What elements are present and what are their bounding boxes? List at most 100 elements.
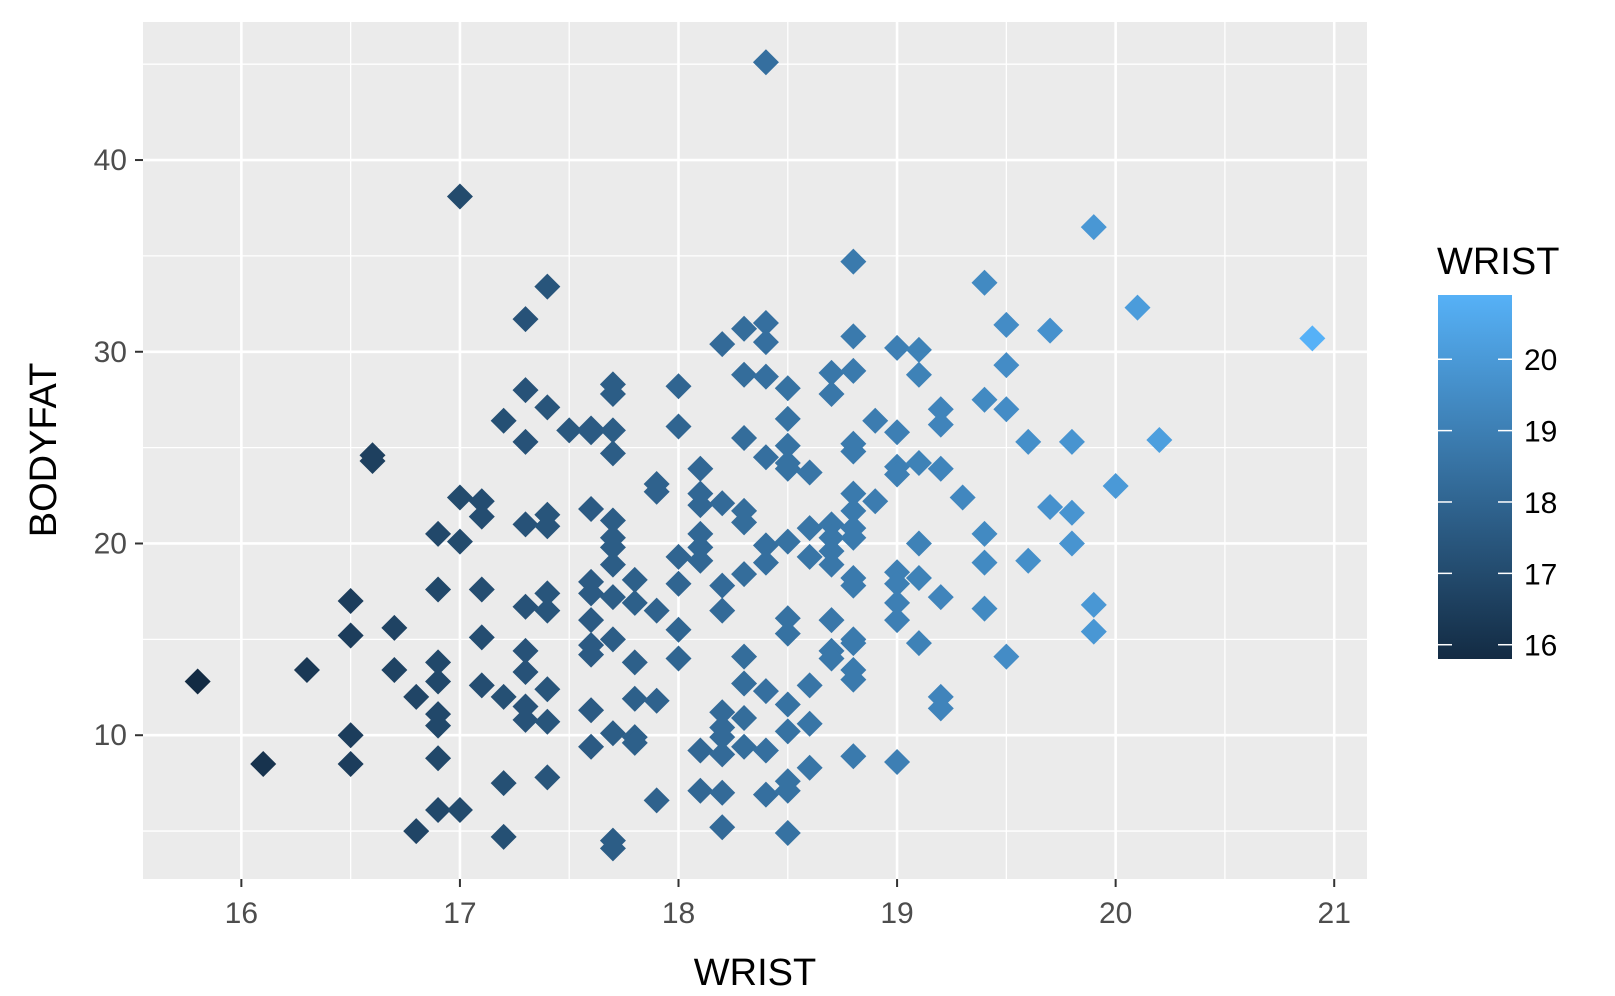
data-point	[884, 419, 911, 446]
data-point	[578, 697, 605, 724]
data-point	[840, 630, 867, 657]
x-axis-title: WRIST	[694, 952, 816, 994]
data-point	[709, 741, 736, 768]
data-point	[578, 580, 605, 607]
data-point	[687, 777, 714, 804]
data-point	[512, 706, 539, 733]
data-point	[774, 455, 801, 482]
legend-label: 20	[1524, 344, 1557, 377]
x-tick-label: 17	[443, 897, 476, 930]
data-point	[381, 614, 408, 641]
data-point	[1015, 428, 1042, 455]
data-point	[687, 492, 714, 519]
data-point	[534, 676, 561, 703]
data-point	[796, 710, 823, 737]
legend-ticks: 16 17 18 19 20	[1438, 344, 1557, 663]
data-point	[621, 729, 648, 756]
data-point	[971, 386, 998, 413]
x-tick-label: 21	[1318, 897, 1351, 930]
data-point	[752, 310, 779, 337]
data-point	[752, 678, 779, 705]
data-point	[425, 712, 452, 739]
data-point	[818, 551, 845, 578]
data-point	[840, 666, 867, 693]
y-tick-label: 20	[94, 527, 127, 560]
data-point	[774, 405, 801, 432]
data-point	[687, 737, 714, 764]
data-point	[840, 572, 867, 599]
data-point	[971, 269, 998, 296]
data-point	[731, 670, 758, 697]
data-point	[840, 438, 867, 465]
data-point	[446, 484, 473, 511]
data-point	[1080, 591, 1107, 618]
data-point	[840, 323, 867, 350]
data-point	[599, 417, 626, 444]
data-point	[337, 750, 364, 777]
data-point	[840, 480, 867, 507]
x-axis-ticks: 16 17 18 19 20 21	[225, 879, 1351, 930]
data-point	[578, 607, 605, 634]
data-point	[1124, 294, 1151, 321]
data-point	[840, 743, 867, 770]
data-point	[862, 488, 889, 515]
data-point	[468, 488, 495, 515]
data-point	[884, 589, 911, 616]
data-point	[752, 49, 779, 76]
data-point	[993, 352, 1020, 379]
data-point	[993, 643, 1020, 670]
data-point	[599, 835, 626, 862]
data-point	[709, 724, 736, 751]
data-point	[818, 645, 845, 672]
data-point	[359, 448, 386, 475]
data-point	[578, 495, 605, 522]
data-point	[621, 566, 648, 593]
data-point	[425, 745, 452, 772]
x-tick-label: 18	[662, 897, 695, 930]
data-point	[709, 490, 736, 517]
data-point	[993, 396, 1020, 423]
data-point	[665, 570, 692, 597]
data-point	[840, 497, 867, 524]
data-point	[796, 543, 823, 570]
data-point	[731, 315, 758, 342]
legend-label: 19	[1524, 416, 1557, 449]
data-point	[1299, 325, 1326, 352]
data-point	[731, 361, 758, 388]
data-point	[731, 509, 758, 536]
data-point	[818, 359, 845, 386]
data-point	[512, 428, 539, 455]
data-point	[1037, 494, 1064, 521]
data-point	[884, 461, 911, 488]
data-point	[599, 584, 626, 611]
data-point	[905, 361, 932, 388]
data-point	[578, 641, 605, 668]
data-point	[512, 658, 539, 685]
data-point	[709, 779, 736, 806]
data-point	[818, 607, 845, 634]
legend-label: 17	[1524, 558, 1557, 591]
data-point	[752, 329, 779, 356]
data-point	[512, 511, 539, 538]
legend-label: 18	[1524, 487, 1557, 520]
data-point	[512, 637, 539, 664]
data-point	[687, 534, 714, 561]
data-point	[796, 515, 823, 542]
data-point	[490, 407, 517, 434]
data-point	[534, 708, 561, 735]
data-point	[1102, 472, 1129, 499]
data-point	[840, 248, 867, 275]
data-point	[731, 733, 758, 760]
data-point	[905, 564, 932, 591]
data-point	[774, 605, 801, 632]
data-point	[731, 704, 758, 731]
data-point	[752, 737, 779, 764]
data-point	[250, 750, 277, 777]
data-point	[425, 668, 452, 695]
data-point	[665, 616, 692, 643]
data-point	[534, 764, 561, 791]
data-point	[1058, 530, 1085, 557]
data-point	[774, 432, 801, 459]
data-point	[534, 513, 561, 540]
